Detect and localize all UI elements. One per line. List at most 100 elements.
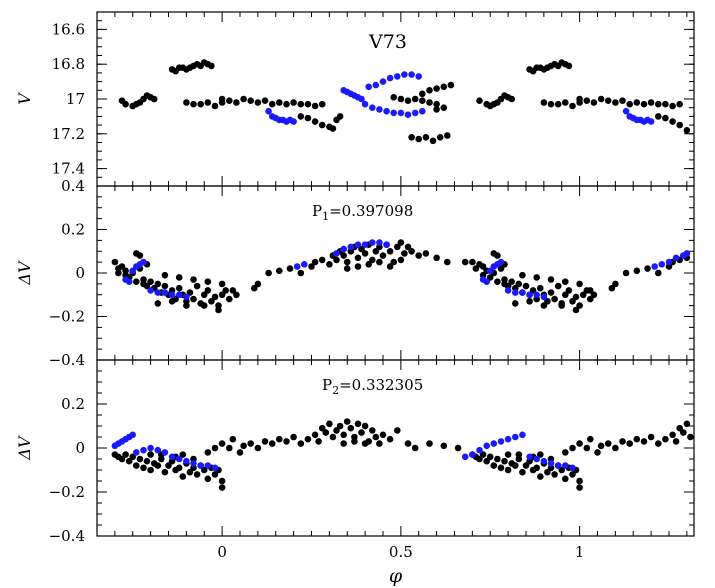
data-point (333, 250, 340, 257)
data-point (183, 293, 190, 301)
data-point (558, 466, 565, 474)
data-point (476, 446, 483, 454)
data-point (587, 435, 594, 443)
data-point (497, 258, 505, 266)
data-point (383, 107, 390, 115)
data-point (354, 241, 362, 248)
data-point (612, 444, 619, 452)
data-point (476, 97, 483, 104)
data-point (394, 73, 401, 80)
data-point (154, 300, 162, 307)
x-tick-label: 0 (217, 543, 227, 561)
data-point (429, 137, 437, 145)
data-point (565, 62, 573, 70)
data-point (397, 256, 405, 264)
data-point (340, 440, 348, 447)
data-point (211, 464, 219, 472)
data-point (397, 109, 405, 117)
data-point (354, 263, 362, 270)
data-point (254, 99, 262, 106)
data-point (672, 254, 680, 262)
data-point (683, 420, 691, 428)
data-point (562, 99, 569, 106)
data-point (297, 113, 305, 120)
data-point (379, 431, 387, 439)
data-point (343, 258, 351, 266)
data-point (175, 274, 183, 281)
data-point (504, 466, 512, 474)
y-tick-label: 0.4 (61, 177, 85, 195)
series-blue (122, 239, 691, 301)
data-point (336, 422, 344, 430)
data-point (190, 460, 197, 467)
data-point (415, 135, 423, 143)
data-point (311, 258, 319, 266)
data-point (304, 100, 312, 108)
data-point (190, 295, 197, 303)
data-point (283, 100, 290, 108)
data-point (115, 269, 122, 277)
data-point (147, 287, 154, 294)
data-point (558, 302, 565, 309)
data-point (390, 94, 398, 101)
data-point (315, 438, 322, 445)
data-point (461, 258, 469, 266)
data-point (304, 435, 312, 443)
data-point (408, 248, 415, 255)
data-point (583, 97, 591, 104)
data-point (161, 282, 169, 290)
data-point (655, 113, 662, 120)
data-point (365, 261, 373, 268)
data-point (297, 269, 305, 277)
x-tick-label: 1 (575, 543, 585, 561)
period-annotation: P2=0.332305 (322, 376, 423, 397)
data-point (619, 97, 626, 104)
data-point (329, 125, 337, 132)
data-point (308, 263, 315, 270)
data-point (676, 100, 683, 108)
data-point (147, 278, 154, 286)
data-point (662, 100, 669, 108)
data-point (676, 121, 683, 129)
data-point (655, 440, 662, 447)
data-point (147, 451, 154, 458)
data-point (175, 455, 183, 463)
data-point (386, 435, 394, 443)
data-point (444, 132, 451, 139)
data-point (229, 435, 237, 443)
data-point (222, 287, 229, 294)
data-point (265, 269, 272, 277)
data-point (161, 468, 169, 476)
data-point (569, 444, 576, 452)
data-point (183, 457, 190, 465)
data-point (583, 444, 591, 452)
data-point (376, 258, 383, 266)
data-point (415, 73, 423, 80)
data-point (168, 298, 176, 305)
y-tick-label: 0 (75, 439, 85, 457)
data-point (576, 477, 583, 485)
data-point (433, 106, 440, 113)
data-point (411, 109, 419, 117)
data-point (147, 466, 154, 474)
data-point (576, 440, 583, 447)
data-point (211, 102, 219, 110)
data-point (497, 464, 505, 472)
data-point (276, 435, 283, 443)
data-point (594, 449, 601, 456)
data-point (261, 97, 269, 104)
data-point (247, 97, 254, 104)
panel-1: 16.6 16.8 17 17.2 17.4 V V73 (15, 11, 695, 187)
data-point (211, 444, 219, 452)
data-point (154, 462, 162, 469)
data-point (372, 433, 380, 441)
data-point (562, 462, 569, 469)
data-point (133, 278, 140, 286)
data-point (204, 462, 212, 469)
data-point (276, 99, 283, 106)
data-point (547, 276, 555, 283)
data-point (479, 451, 487, 458)
data-point (408, 71, 415, 78)
data-point (143, 457, 151, 465)
data-point (683, 127, 691, 134)
